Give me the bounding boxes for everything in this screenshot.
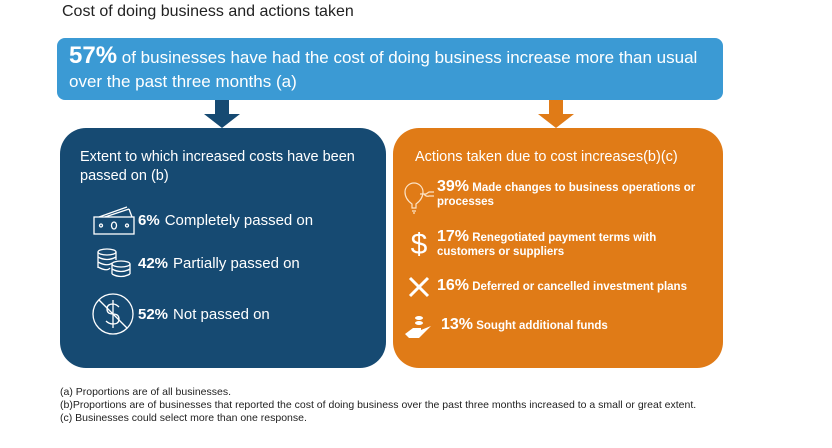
- item-percent: 42%: [138, 254, 169, 272]
- footnote: (c) Businesses could select more than on…: [60, 412, 307, 424]
- headline-banner: 57% of businesses have had the cost of d…: [57, 38, 723, 100]
- headline-percent: 57%: [69, 42, 118, 69]
- item-label: Sought additional funds: [476, 320, 608, 332]
- footnotes: (a) Proportions are of all businesses. (…: [60, 386, 696, 425]
- arrow-down-icon: [204, 100, 240, 128]
- item-percent: 16%: [437, 277, 470, 294]
- item-percent: 13%: [441, 316, 474, 333]
- list-item: 13% Sought additional funds: [401, 314, 707, 340]
- dollar-icon: $: [410, 228, 428, 261]
- item-label: Made changes to business operations or p…: [437, 182, 696, 208]
- panel-heading: Extent to which increased costs have bee…: [80, 149, 355, 184]
- cross-icon: [401, 276, 437, 298]
- list-item: 16% Deferred or cancelled investment pla…: [401, 276, 707, 298]
- costs-passed-on-panel: Extent to which increased costs have bee…: [60, 128, 386, 368]
- actions-taken-panel: Actions taken due to cost increases(b)(c…: [393, 128, 723, 368]
- list-item: 42% Partially passed on: [88, 246, 300, 280]
- lightbulb-icon: [401, 180, 437, 216]
- footnote: (a) Proportions are of all businesses.: [60, 386, 231, 398]
- list-item: 52% Not passed on: [88, 292, 270, 336]
- item-percent: 39%: [437, 178, 470, 195]
- list-item: 6% Completely passed on: [88, 203, 313, 237]
- headline-text: of businesses have had the cost of doing…: [69, 48, 698, 91]
- item-percent: 52%: [138, 305, 169, 323]
- item-label: Partially passed on: [173, 254, 300, 272]
- no-dollar-icon: [88, 292, 138, 336]
- item-percent: 6%: [138, 211, 160, 229]
- page-title: Cost of doing business and actions taken: [62, 3, 354, 20]
- panel-heading: Actions taken due to cost increases(b)(c…: [415, 149, 678, 165]
- item-label: Not passed on: [173, 305, 270, 323]
- banknote-icon: [88, 203, 138, 237]
- item-percent: 17%: [437, 228, 470, 245]
- item-label: Renegotiated payment terms with customer…: [437, 232, 657, 258]
- list-item: $ 17% Renegotiated payment terms with cu…: [401, 228, 707, 261]
- list-item: 39% Made changes to business operations …: [401, 178, 707, 216]
- arrow-down-icon: [538, 100, 574, 128]
- item-label: Completely passed on: [164, 211, 314, 229]
- hand-coins-icon: [401, 314, 437, 340]
- item-label: Deferred or cancelled investment plans: [472, 281, 687, 293]
- coins-icon: [88, 246, 138, 280]
- footnote: (b)Proportions are of businesses that re…: [60, 399, 697, 411]
